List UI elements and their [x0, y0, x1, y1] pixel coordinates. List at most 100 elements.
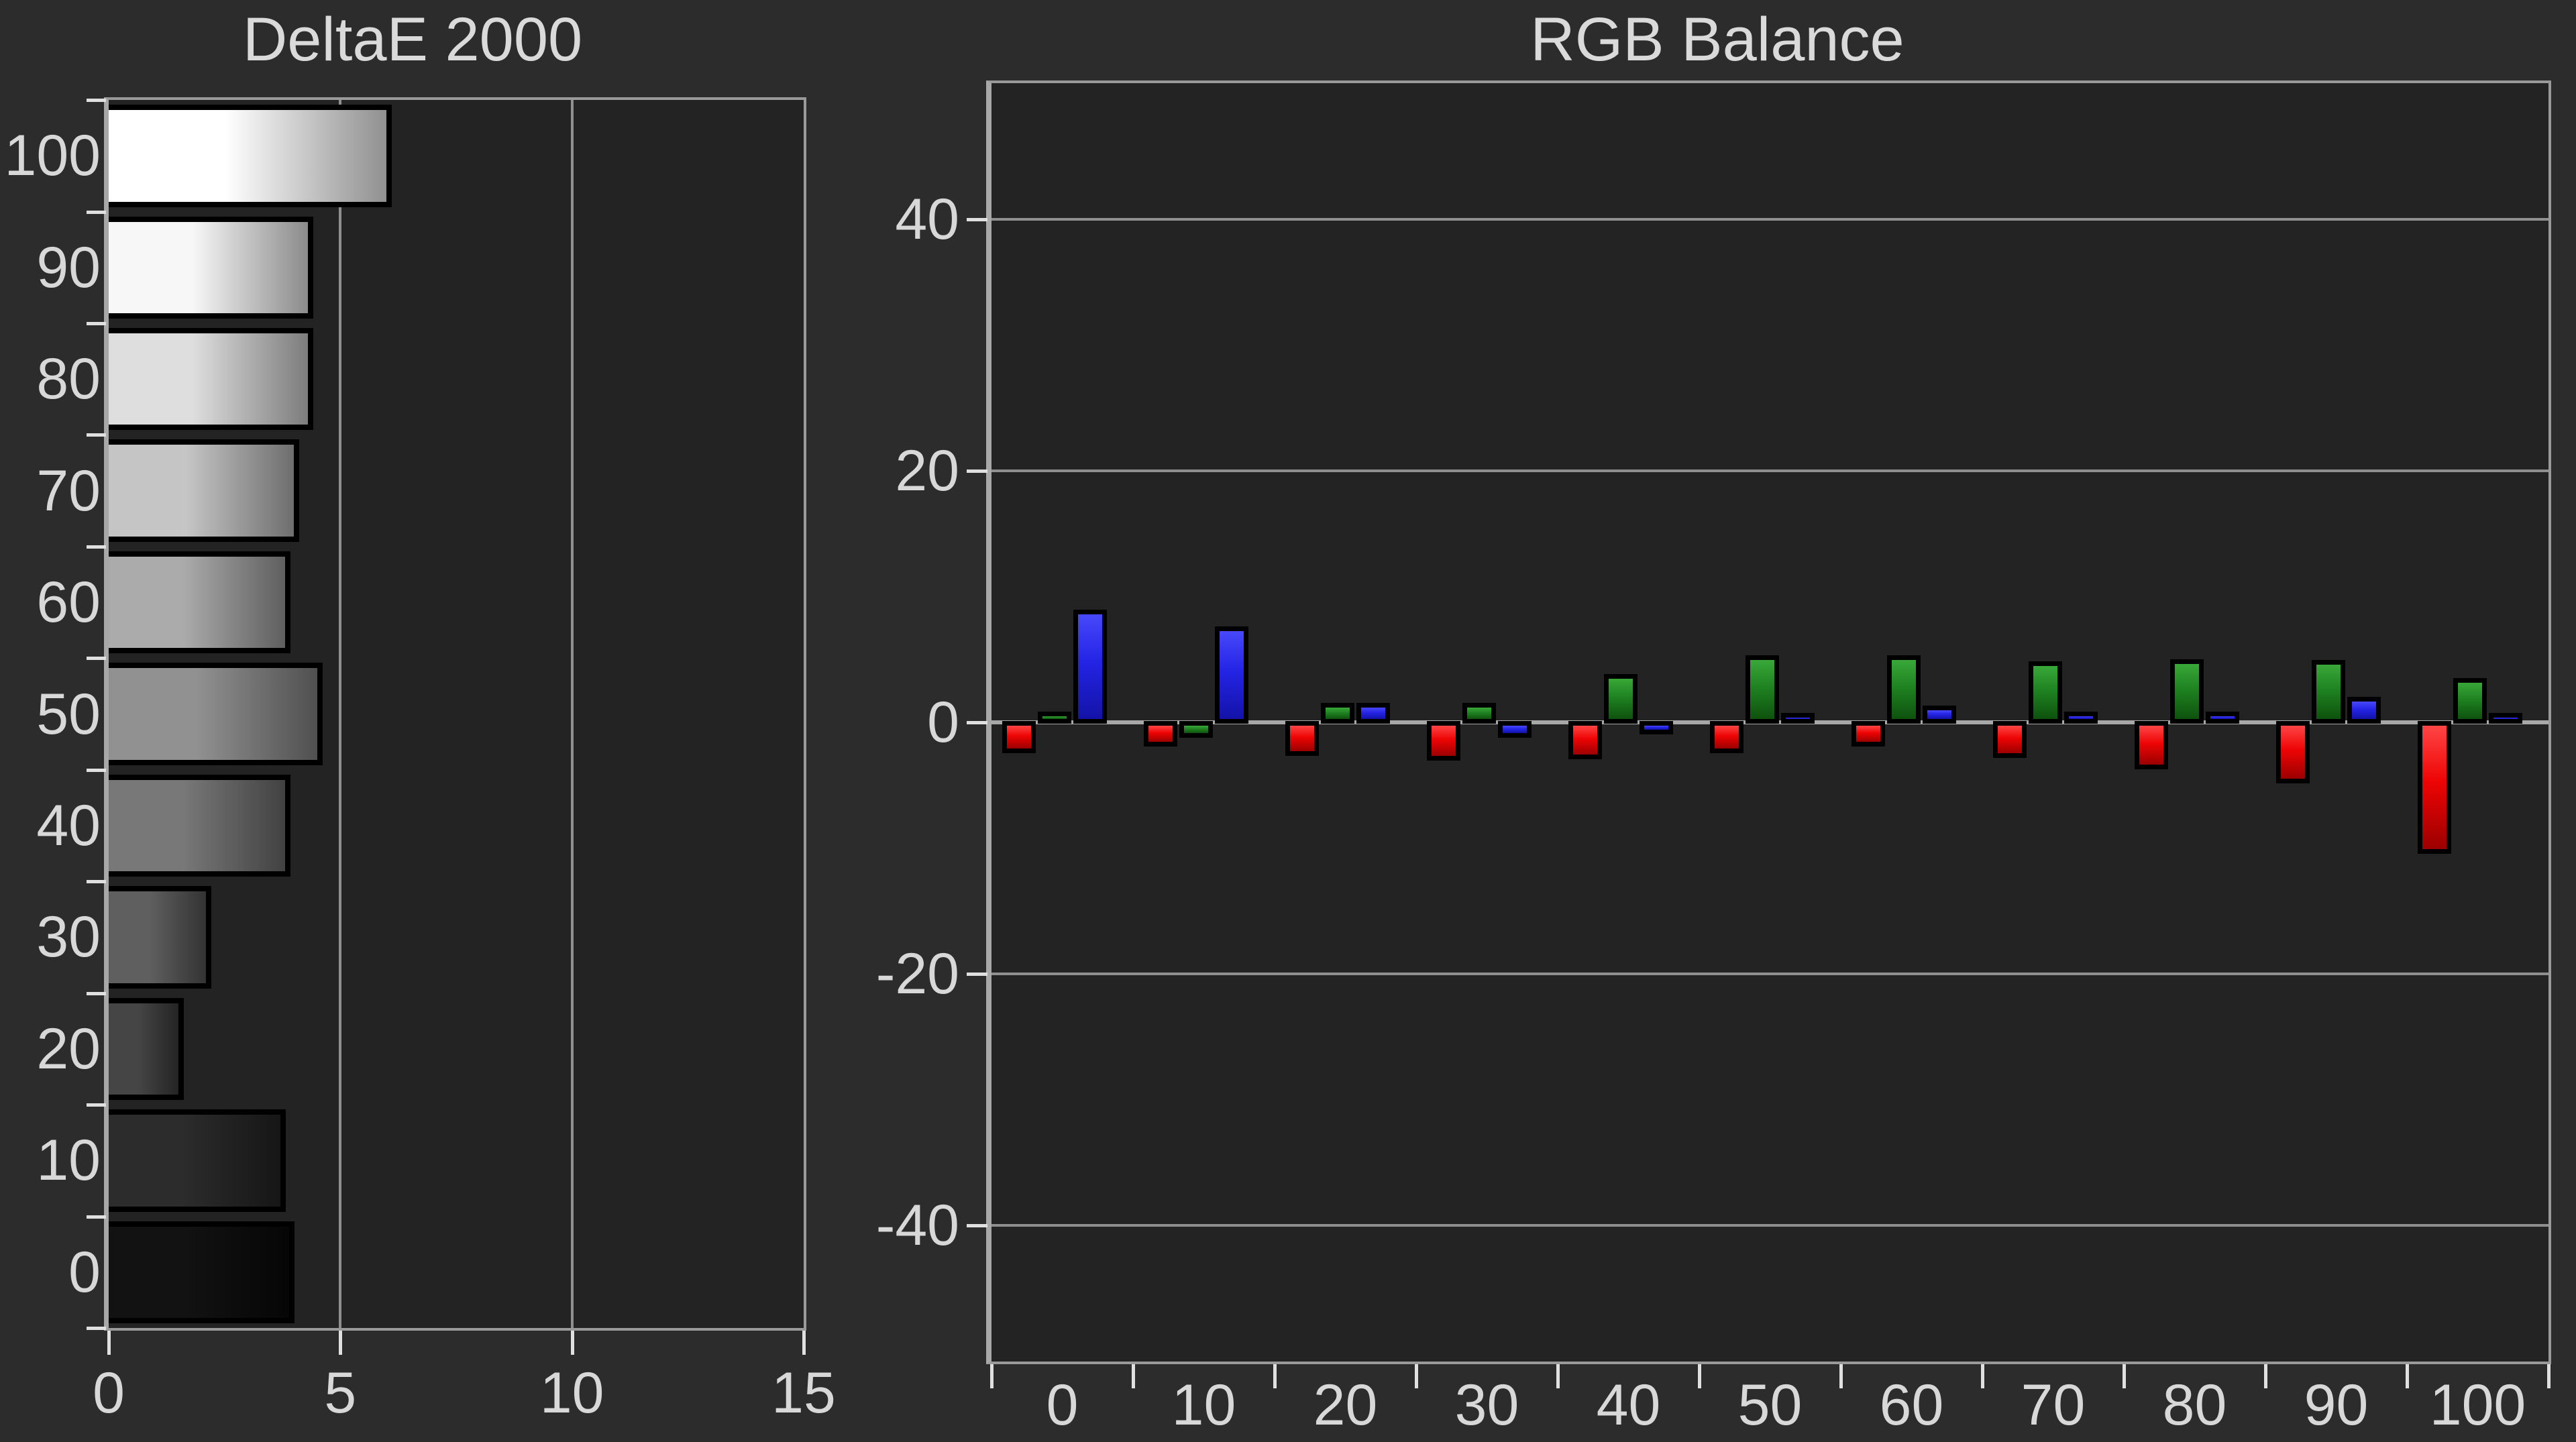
grid-line-x-5	[339, 100, 342, 1328]
red-bar-100	[2418, 721, 2451, 854]
y-tick-label: 10	[36, 1128, 101, 1193]
red-bar-50	[1710, 721, 1743, 753]
x-tick-label: 10	[539, 1361, 604, 1425]
y-axis-tick	[87, 991, 106, 995]
y-axis-tick	[967, 469, 987, 473]
x-axis-tick	[570, 1331, 574, 1355]
y-tick-label: 40	[895, 186, 959, 252]
y-axis-tick	[87, 545, 106, 549]
red-bar-90	[2276, 721, 2310, 783]
y-tick-label: 60	[36, 570, 101, 634]
blue-bar-80	[2206, 712, 2239, 724]
blue-bar-30	[1498, 721, 1532, 738]
x-tick-label: 10	[1171, 1373, 1236, 1437]
x-axis-tick	[1273, 1364, 1277, 1388]
y-tick-label: 40	[36, 793, 101, 858]
green-bar-40	[1604, 674, 1638, 724]
deltae-plot-area	[104, 97, 806, 1331]
deltae-bar-30	[109, 886, 211, 989]
x-tick-label: 60	[1879, 1373, 1944, 1437]
x-axis-tick	[107, 1331, 111, 1355]
deltae-chart-title: DeltaE 2000	[242, 5, 583, 74]
x-tick-label: 90	[2304, 1373, 2369, 1437]
y-axis-tick	[967, 1224, 987, 1228]
y-axis-tick	[87, 657, 106, 661]
y-axis-tick	[87, 321, 106, 325]
y-tick-label: 0	[68, 1239, 101, 1305]
green-bar-0	[1038, 712, 1071, 724]
x-tick-label: 40	[1596, 1373, 1661, 1437]
x-axis-tick	[2547, 1364, 2551, 1388]
y-tick-label: 70	[36, 458, 101, 523]
x-axis-tick	[2264, 1364, 2267, 1388]
red-bar-0	[1002, 721, 1036, 753]
rgb-balance-plot-area	[986, 80, 2551, 1364]
green-bar-70	[2029, 661, 2062, 724]
deltae-bar-0	[109, 1221, 295, 1323]
y-axis-tick	[87, 1215, 106, 1219]
green-bar-60	[1887, 655, 1921, 724]
x-axis-tick	[1981, 1364, 1984, 1388]
red-bar-80	[2135, 721, 2168, 770]
blue-bar-60	[1923, 705, 1956, 724]
blue-bar-90	[2347, 696, 2381, 724]
x-axis-tick	[2406, 1364, 2409, 1388]
y-axis-tick	[87, 433, 106, 437]
blue-bar-50	[1781, 713, 1815, 724]
y-axis-tick	[967, 973, 987, 977]
green-bar-100	[2453, 677, 2487, 724]
deltae-bar-20	[109, 997, 184, 1101]
y-tick-label: 20	[895, 438, 959, 503]
y-tick-label: 20	[36, 1016, 101, 1081]
green-bar-80	[2170, 659, 2204, 724]
deltae-bar-50	[109, 663, 323, 765]
red-bar-10	[1144, 721, 1177, 747]
blue-bar-0	[1073, 610, 1107, 724]
red-bar-30	[1427, 721, 1460, 761]
deltae-bar-80	[109, 327, 313, 431]
x-tick-label: 20	[1313, 1373, 1378, 1437]
deltae-bar-70	[109, 439, 300, 542]
y-tick-label: -40	[875, 1193, 959, 1258]
red-bar-40	[1568, 721, 1602, 760]
y-axis-tick	[87, 1103, 106, 1107]
grid-line-y-40	[991, 217, 2548, 221]
y-tick-label: 30	[36, 905, 101, 970]
green-bar-30	[1462, 703, 1496, 724]
deltae-bar-10	[109, 1109, 286, 1212]
blue-bar-10	[1215, 626, 1248, 724]
y-axis-tick	[87, 210, 106, 214]
x-tick-label: 0	[1046, 1373, 1079, 1437]
x-tick-label: 30	[1454, 1373, 1519, 1437]
x-tick-label: 80	[2162, 1373, 2227, 1437]
y-tick-label: 50	[36, 681, 101, 746]
deltae-bar-100	[109, 105, 392, 207]
y-tick-label: 90	[36, 235, 101, 300]
y-axis-tick	[87, 768, 106, 772]
y-axis-tick	[87, 99, 106, 102]
x-tick-label: 50	[1737, 1373, 1803, 1437]
y-axis-tick	[967, 217, 987, 221]
deltae-bar-40	[109, 774, 290, 877]
x-axis-tick	[1698, 1364, 1701, 1388]
y-axis-tick	[967, 721, 987, 724]
y-tick-label: -20	[875, 942, 959, 1007]
grid-line-y--20	[991, 973, 2548, 976]
grid-line-y--40	[991, 1224, 2548, 1227]
x-axis-tick	[1132, 1364, 1135, 1388]
x-axis-tick	[802, 1331, 806, 1355]
y-axis-tick	[87, 880, 106, 884]
x-axis-tick	[1556, 1364, 1560, 1388]
blue-bar-70	[2064, 712, 2098, 724]
x-tick-label: 5	[324, 1361, 357, 1425]
y-tick-label: 100	[4, 123, 101, 188]
y-axis-tick	[87, 1327, 106, 1330]
grid-line-x-10	[570, 100, 574, 1328]
blue-bar-40	[1640, 721, 1673, 734]
green-bar-90	[2312, 660, 2345, 724]
x-axis-tick	[990, 1364, 994, 1388]
red-bar-20	[1285, 721, 1319, 756]
green-bar-10	[1179, 721, 1213, 738]
x-tick-label: 15	[771, 1361, 836, 1425]
